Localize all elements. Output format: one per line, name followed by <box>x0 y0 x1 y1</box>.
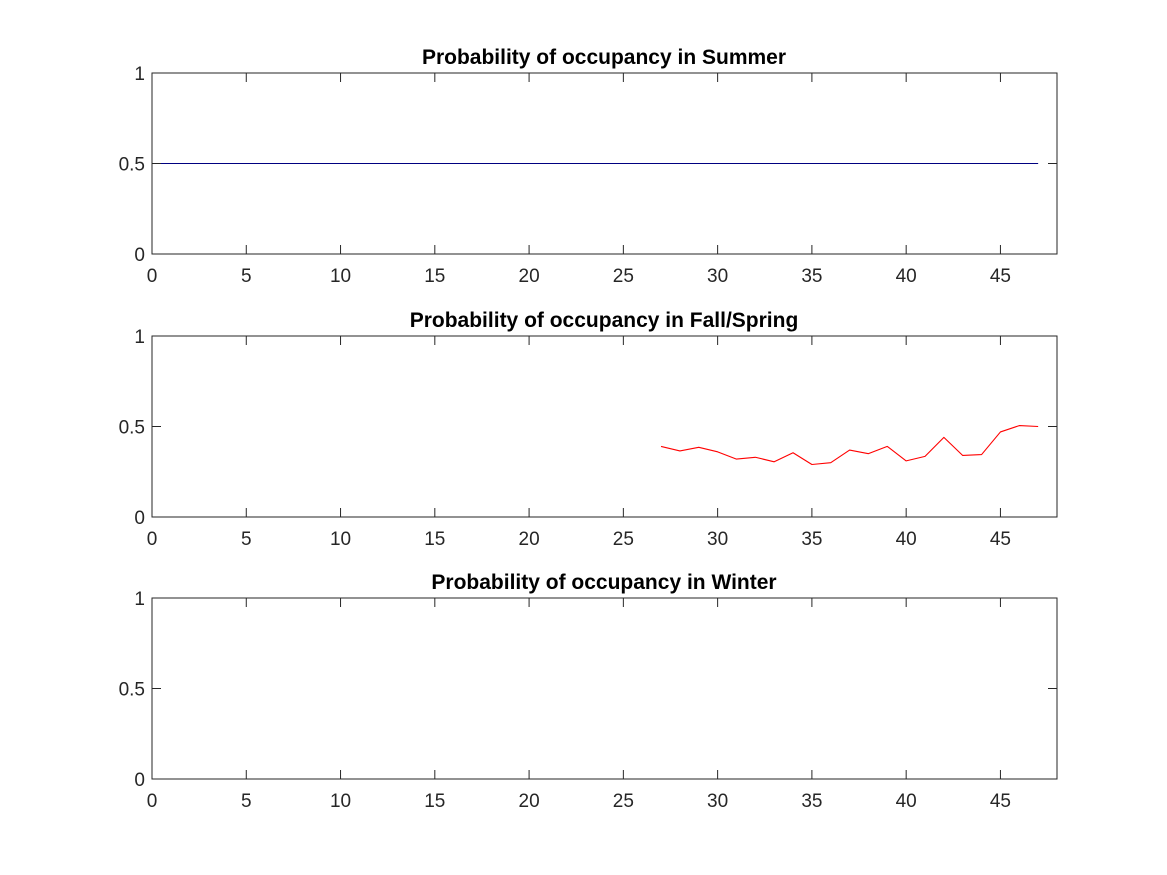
x-tick-label-fall-spring-10: 10 <box>330 529 351 550</box>
x-tick-label-fall-spring-35: 35 <box>801 529 822 550</box>
y-tick-label-winter-0: 0 <box>134 770 145 791</box>
x-tick-label-winter-35: 35 <box>801 791 822 812</box>
series-line-fall-spring-0 <box>660 425 1039 466</box>
subplot-title-winter: Probability of occupancy in Winter <box>431 571 776 594</box>
x-tick-label-winter-5: 5 <box>241 791 252 812</box>
x-tick-label-winter-0: 0 <box>147 791 158 812</box>
x-tick-label-summer-0: 0 <box>147 266 158 287</box>
x-tick-label-summer-35: 35 <box>801 266 822 287</box>
x-tick-label-winter-20: 20 <box>519 791 540 812</box>
x-tick-label-summer-10: 10 <box>330 266 351 287</box>
x-tick-label-fall-spring-15: 15 <box>424 529 445 550</box>
x-tick-label-fall-spring-25: 25 <box>613 529 634 550</box>
x-tick-label-summer-45: 45 <box>990 266 1011 287</box>
x-tick-label-fall-spring-45: 45 <box>990 529 1011 550</box>
x-tick-label-fall-spring-40: 40 <box>896 529 917 550</box>
subplot-summer: Probability of occupancy in Summer 0 5 10 1… <box>119 46 1058 287</box>
x-tick-label-summer-25: 25 <box>613 266 634 287</box>
x-tick-label-fall-spring-0: 0 <box>147 529 158 550</box>
x-tick-label-winter-25: 25 <box>613 791 634 812</box>
y-tick-label-winter-1: 1 <box>134 589 145 610</box>
x-tick-label-summer-5: 5 <box>241 266 252 287</box>
y-tick-label-winter-0p5: 0.5 <box>119 680 145 701</box>
x-tick-label-summer-30: 30 <box>707 266 728 287</box>
axes-box-fall-spring <box>151 335 1058 518</box>
subplot-fall-spring: Probability of occupancy in Fall/Spring … <box>119 309 1058 550</box>
x-tick-label-summer-40: 40 <box>896 266 917 287</box>
y-tick-label-summer-0: 0 <box>134 245 145 266</box>
x-tick-label-winter-30: 30 <box>707 791 728 812</box>
x-tick-label-winter-15: 15 <box>424 791 445 812</box>
y-tick-label-fall-spring-0p5: 0.5 <box>119 418 145 439</box>
x-tick-label-fall-spring-20: 20 <box>519 529 540 550</box>
x-tick-label-winter-45: 45 <box>990 791 1011 812</box>
subplot-winter: Probability of occupancy in Winter 0 5 10 1… <box>119 571 1058 812</box>
x-tick-label-winter-40: 40 <box>896 791 917 812</box>
subplot-title-fall-spring: Probability of occupancy in Fall/Spring <box>410 309 799 332</box>
subplot-title-summer: Probability of occupancy in Summer <box>422 46 786 69</box>
y-tick-label-fall-spring-0: 0 <box>134 508 145 529</box>
y-tick-label-summer-1: 1 <box>134 64 145 85</box>
y-tick-label-fall-spring-1: 1 <box>134 327 145 348</box>
x-tick-label-winter-10: 10 <box>330 791 351 812</box>
x-tick-label-fall-spring-5: 5 <box>241 529 252 550</box>
axes-box-winter <box>151 597 1058 780</box>
x-tick-label-summer-20: 20 <box>519 266 540 287</box>
y-tick-label-summer-0p5: 0.5 <box>119 155 145 176</box>
x-tick-label-fall-spring-30: 30 <box>707 529 728 550</box>
x-tick-label-summer-15: 15 <box>424 266 445 287</box>
